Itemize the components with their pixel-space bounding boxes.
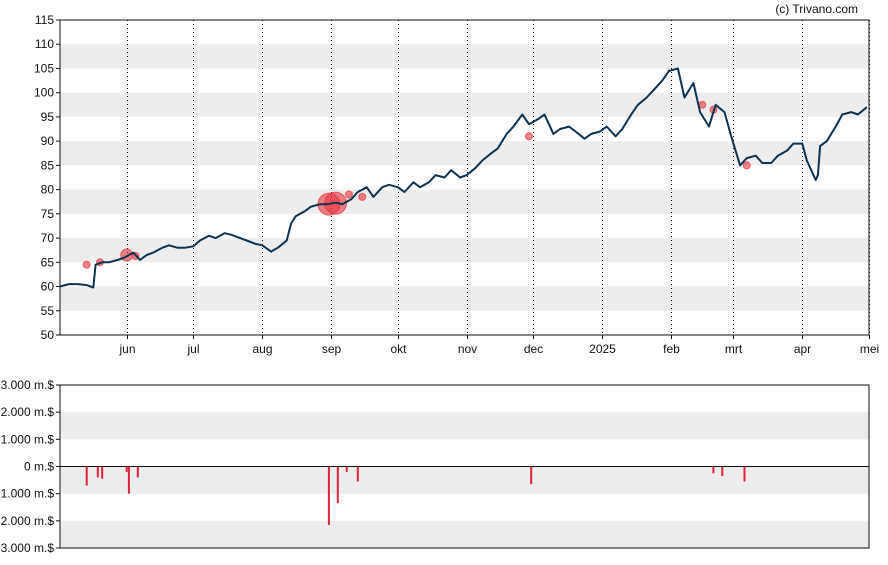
transaction-bar — [530, 466, 533, 485]
transaction-band — [60, 520, 869, 548]
x-tick-label: nov — [458, 342, 477, 356]
x-tick-label: mei — [860, 342, 879, 356]
y-tick-label: 1.000 m.$ — [1, 432, 55, 446]
price-month-gridlines — [127, 20, 870, 335]
y-tick-label: 85 — [41, 158, 55, 172]
x-tick-label: apr — [794, 342, 811, 356]
y-tick-label: 115 — [35, 13, 54, 27]
price-x-axis: jun jul aug sep okt nov dec 2025 feb mrt apr mei — [118, 335, 879, 356]
y-tick-label: 110 — [35, 37, 54, 51]
y-tick-label: 0 m.$ — [24, 460, 54, 474]
y-tick-label: 100 — [34, 86, 54, 100]
transaction-marker — [82, 260, 91, 269]
transaction-bar — [712, 466, 715, 474]
y-tick-label: 2.000 m.$ — [1, 405, 55, 419]
transaction-bar — [125, 466, 128, 472]
y-tick-label: 55 — [41, 304, 55, 318]
x-tick-label: jun — [118, 342, 135, 356]
transaction-bar — [721, 466, 724, 477]
y-tick-label: 50 — [41, 328, 55, 342]
y-tick-label: -2.000 m.$ — [0, 514, 54, 528]
y-tick-label: 90 — [41, 134, 55, 148]
y-tick-label: 105 — [34, 61, 54, 75]
y-tick-label: -1.000 m.$ — [0, 487, 54, 501]
transaction-bar — [136, 466, 139, 478]
price-band — [60, 286, 869, 311]
transaction-band — [60, 412, 869, 440]
y-tick-label: 3.000 m.$ — [1, 378, 55, 392]
transaction-bar — [356, 466, 359, 482]
transaction-bar — [743, 466, 746, 482]
transaction-y-axis: 3.000 m.$ 2.000 m.$ 1.000 m.$ 0 m.$ -1.000 m… — [0, 378, 60, 555]
transaction-marker — [344, 190, 353, 199]
price-band — [60, 238, 869, 263]
x-tick-label: aug — [252, 342, 272, 356]
transaction-marker — [742, 161, 751, 170]
x-tick-label: 2025 — [589, 342, 616, 356]
x-tick-label: dec — [524, 342, 543, 356]
price-bands — [60, 44, 869, 311]
x-tick-label: mrt — [725, 342, 743, 356]
transaction-bar — [101, 466, 104, 479]
transaction-bar — [327, 466, 330, 525]
x-tick-label: feb — [663, 342, 680, 356]
y-tick-label: 65 — [41, 255, 55, 269]
transaction-bars — [85, 466, 746, 525]
transaction-bands — [60, 412, 869, 548]
y-tick-label: 75 — [41, 207, 55, 221]
y-tick-label: -3.000 m.$ — [0, 541, 54, 555]
y-tick-label: 70 — [41, 231, 55, 245]
transaction-bar — [96, 466, 99, 478]
transaction-chart: 3.000 m.$ 2.000 m.$ 1.000 m.$ 0 m.$ -1.000 m… — [0, 378, 870, 555]
price-band — [60, 44, 869, 69]
transaction-bar — [127, 466, 130, 494]
transaction-plot-frame — [59, 384, 870, 549]
transaction-bar — [345, 466, 348, 472]
y-tick-label: 60 — [41, 280, 55, 294]
transaction-band — [60, 466, 869, 494]
price-band — [60, 189, 869, 214]
transaction-marker — [358, 192, 367, 201]
x-tick-label: jul — [186, 342, 199, 356]
credit-text: (c) Trivano.com — [775, 2, 858, 16]
transaction-marker — [524, 132, 533, 141]
x-tick-label: sep — [322, 342, 342, 356]
price-y-axis: 115 110 105 100 95 90 85 80 75 70 65 60 55 50 — [34, 13, 60, 342]
price-series-line — [59, 67, 868, 289]
transaction-bar — [336, 466, 339, 504]
y-tick-label: 95 — [41, 110, 55, 124]
x-tick-label: okt — [390, 342, 407, 356]
price-plot-frame — [59, 19, 870, 336]
y-tick-label: 80 — [41, 183, 55, 197]
transaction-bar — [85, 466, 88, 486]
price-chart: 115 110 105 100 95 90 85 80 75 70 65 60 55 50 jun jul a… — [34, 13, 879, 356]
price-band — [60, 92, 869, 117]
